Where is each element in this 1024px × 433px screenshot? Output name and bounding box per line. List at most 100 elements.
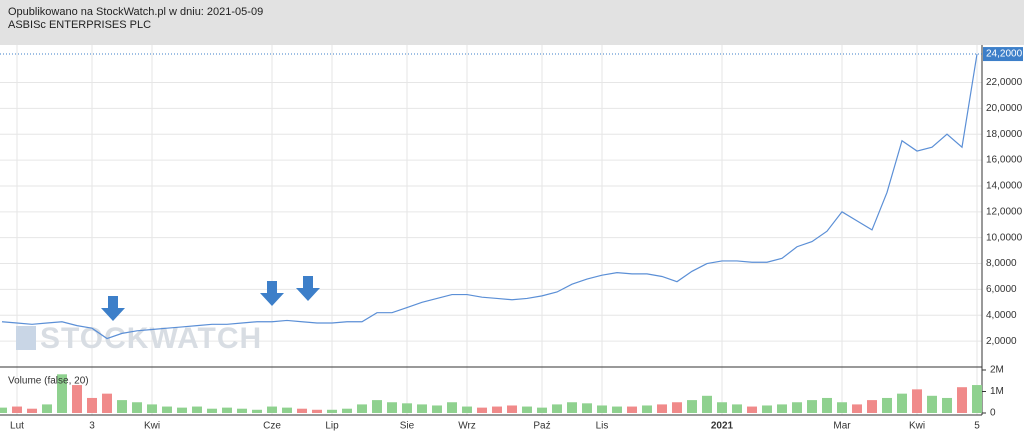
volume-tick-label: 0 bbox=[990, 408, 996, 419]
volume-bar bbox=[657, 404, 667, 413]
volume-bar bbox=[177, 407, 187, 413]
volume-bar bbox=[297, 408, 307, 413]
volume-bar bbox=[777, 404, 787, 413]
volume-bar bbox=[642, 405, 652, 413]
volume-bar bbox=[537, 407, 547, 413]
volume-bar bbox=[372, 400, 382, 413]
last-price-box bbox=[983, 47, 1023, 62]
x-tick-label: Kwi bbox=[144, 421, 160, 432]
volume-bar bbox=[207, 408, 217, 413]
y-tick-label: 22,0000 bbox=[986, 77, 1023, 88]
x-tick-label: 2021 bbox=[711, 421, 734, 432]
volume-bar bbox=[162, 406, 172, 413]
volume-bar bbox=[687, 400, 697, 413]
volume-bar bbox=[567, 402, 577, 413]
x-tick-label: Paź bbox=[533, 421, 550, 432]
volume-bar bbox=[627, 406, 637, 413]
last-price-label: 24,2000 bbox=[986, 49, 1023, 60]
volume-bar bbox=[672, 402, 682, 413]
x-tick-label: Lut bbox=[10, 421, 24, 432]
y-tick-label: 12,0000 bbox=[986, 206, 1023, 217]
volume-bar bbox=[87, 397, 97, 413]
volume-bar bbox=[942, 397, 952, 413]
y-tick-label: 20,0000 bbox=[986, 103, 1023, 114]
volume-bar bbox=[792, 402, 802, 413]
volume-bar bbox=[342, 408, 352, 413]
volume-bar bbox=[72, 385, 82, 413]
y-tick-label: 4,0000 bbox=[986, 310, 1017, 321]
x-tick-label: Sie bbox=[400, 421, 415, 432]
y-tick-label: 6,0000 bbox=[986, 284, 1017, 295]
volume-bar bbox=[192, 406, 202, 413]
x-tick-label: Lip bbox=[325, 421, 339, 432]
volume-bar bbox=[12, 406, 22, 413]
volume-bar bbox=[732, 404, 742, 413]
volume-bar bbox=[117, 400, 127, 413]
x-tick-label: Cze bbox=[263, 421, 281, 432]
volume-bar bbox=[807, 400, 817, 413]
y-tick-label: 10,0000 bbox=[986, 232, 1023, 243]
volume-bar bbox=[312, 409, 322, 413]
volume-bar bbox=[492, 406, 502, 413]
y-tick-label: 2,0000 bbox=[986, 336, 1017, 347]
volume-bar bbox=[222, 407, 232, 413]
header-bar bbox=[0, 0, 1024, 45]
volume-bar bbox=[327, 409, 337, 413]
volume-tick-label: 1M bbox=[990, 386, 1004, 397]
published-text: Opublikowano na StockWatch.pl w dniu: 20… bbox=[8, 6, 263, 18]
volume-bar bbox=[897, 393, 907, 413]
volume-bar bbox=[597, 405, 607, 413]
watermark: STOCKWATCH bbox=[40, 322, 262, 355]
volume-bar bbox=[957, 387, 967, 413]
volume-bar bbox=[612, 406, 622, 413]
volume-bar bbox=[357, 404, 367, 413]
volume-bar bbox=[132, 402, 142, 413]
volume-bar bbox=[762, 405, 772, 413]
volume-bar bbox=[462, 406, 472, 413]
y-tick-label: 14,0000 bbox=[986, 181, 1023, 192]
x-tick-label: Wrz bbox=[458, 421, 476, 432]
volume-bar bbox=[852, 404, 862, 413]
volume-bar bbox=[507, 405, 517, 413]
company-name: ASBISc ENTERPRISES PLC bbox=[8, 19, 151, 31]
volume-bar bbox=[447, 402, 457, 413]
volume-bar bbox=[0, 407, 7, 413]
volume-bar bbox=[57, 374, 67, 413]
volume-bar bbox=[912, 389, 922, 413]
volume-bar bbox=[867, 400, 877, 413]
volume-bar bbox=[837, 402, 847, 413]
volume-tick-label: 2M bbox=[990, 365, 1004, 376]
volume-bar bbox=[702, 395, 712, 413]
y-tick-label: 18,0000 bbox=[986, 129, 1023, 140]
volume-bar bbox=[582, 403, 592, 413]
volume-bar bbox=[417, 404, 427, 413]
annotation-arrows bbox=[101, 276, 320, 321]
volume-bar bbox=[42, 404, 52, 413]
volume-bar bbox=[267, 406, 277, 413]
volume-bar bbox=[252, 409, 262, 413]
x-tick-label: Mar bbox=[833, 421, 851, 432]
volume-bar bbox=[432, 405, 442, 413]
volume-bar bbox=[552, 404, 562, 413]
y-tick-label: 8,0000 bbox=[986, 258, 1017, 269]
volume-bar bbox=[717, 402, 727, 413]
volume-bar bbox=[27, 408, 37, 413]
volume-bar bbox=[972, 385, 982, 413]
volume-bar bbox=[822, 397, 832, 413]
volume-bar bbox=[522, 406, 532, 413]
x-tick-label: Lis bbox=[596, 421, 609, 432]
volume-bar bbox=[882, 397, 892, 413]
x-tick-label: Kwi bbox=[909, 421, 925, 432]
watermark-icon bbox=[16, 326, 36, 350]
volume-bar bbox=[747, 406, 757, 413]
volume-bar bbox=[477, 407, 487, 413]
volume-bar bbox=[147, 404, 157, 413]
volume-bar bbox=[102, 393, 112, 413]
x-tick-label: 5 bbox=[974, 421, 980, 432]
price-line bbox=[1, 53, 978, 340]
volume-bar bbox=[387, 402, 397, 413]
volume-bar bbox=[237, 408, 247, 413]
y-tick-label: 16,0000 bbox=[986, 155, 1023, 166]
volume-bar bbox=[282, 407, 292, 413]
